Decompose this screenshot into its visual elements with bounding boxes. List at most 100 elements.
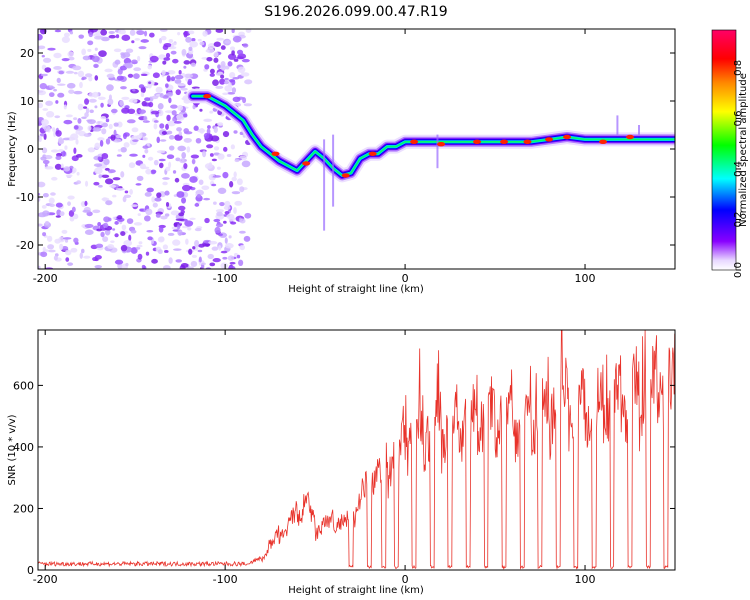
colorbar-tick-label: 0.0 (733, 262, 744, 278)
noise-speck (65, 174, 73, 178)
spectral-peak (271, 151, 280, 156)
noise-speck (199, 108, 203, 112)
noise-speck (97, 222, 102, 227)
noise-speck (241, 58, 250, 63)
spectrogram-x-label: Height of straight line (km) (288, 284, 424, 295)
noise-speck (178, 131, 182, 137)
noise-speck (207, 253, 214, 260)
noise-speck (162, 244, 169, 250)
noise-speck (230, 221, 237, 225)
noise-speck (68, 89, 75, 94)
noise-speck (108, 34, 116, 39)
noise-speck (207, 43, 216, 49)
noise-speck (189, 217, 196, 221)
noise-speck (135, 246, 141, 250)
noise-speck (170, 210, 180, 216)
noise-speck (193, 125, 199, 131)
noise-speck (112, 177, 121, 181)
noise-speck (204, 217, 210, 224)
noise-speck (230, 144, 235, 150)
noise-speck (127, 73, 134, 78)
noise-speck (220, 45, 226, 50)
spectral-peak (626, 134, 635, 140)
noise-speck (233, 58, 239, 62)
noise-speck (98, 174, 103, 179)
noise-speck (143, 115, 148, 122)
noise-speck (84, 112, 89, 118)
noise-speck (179, 158, 187, 164)
y-tick-label: -20 (16, 239, 34, 252)
noise-speck (181, 184, 191, 192)
noise-speck (220, 250, 228, 254)
noise-speck (44, 67, 52, 73)
noise-speck (71, 206, 76, 213)
noise-speck (178, 205, 186, 211)
noise-speck (53, 255, 58, 261)
noise-speck (149, 32, 155, 38)
noise-speck (170, 104, 178, 109)
spectral-peak (545, 137, 554, 142)
y-tick-label: 0 (27, 564, 34, 577)
noise-speck (181, 152, 187, 159)
noise-speck (220, 64, 226, 71)
noise-speck (168, 97, 172, 104)
noise-speck (38, 33, 43, 41)
noise-speck (40, 73, 48, 77)
noise-speck (139, 208, 144, 212)
noise-speck (164, 250, 169, 253)
noise-speck (137, 55, 141, 62)
colorbar-tick-label: 0.8 (733, 60, 744, 76)
noise-speck (165, 202, 170, 207)
noise-speck (40, 251, 48, 258)
noise-speck (158, 158, 166, 162)
noise-speck (136, 30, 145, 36)
noise-speck (116, 75, 124, 81)
noise-speck (224, 243, 234, 249)
noise-speck (190, 62, 196, 67)
noise-speck (72, 65, 82, 71)
noise-speck (223, 220, 227, 224)
noise-speck (220, 74, 225, 79)
noise-speck (57, 83, 66, 86)
noise-speck (57, 92, 65, 98)
noise-speck (181, 197, 187, 204)
noise-speck (84, 98, 90, 105)
noise-speck (142, 145, 149, 149)
noise-speck (85, 73, 93, 78)
noise-speck (48, 249, 56, 253)
noise-speck (217, 64, 221, 70)
noise-speck (38, 90, 47, 96)
noise-speck (45, 100, 53, 106)
noise-speck (188, 30, 195, 35)
noise-speck (157, 236, 165, 243)
noise-speck (120, 171, 125, 178)
noise-speck (222, 92, 229, 96)
noise-speck (81, 48, 87, 56)
noise-speck (113, 129, 117, 136)
noise-speck (184, 220, 194, 227)
noise-speck (123, 142, 130, 148)
noise-speck (87, 40, 94, 46)
noise-speck (98, 50, 107, 57)
noise-speck (233, 130, 238, 134)
spectral-peak (473, 139, 482, 144)
noise-speck (62, 237, 72, 240)
noise-speck (173, 121, 182, 124)
noise-speck (81, 77, 85, 81)
noise-speck (140, 73, 148, 77)
noise-speck (41, 147, 48, 154)
noise-speck (227, 61, 233, 67)
noise-speck (189, 176, 198, 183)
noise-speck (84, 200, 88, 207)
colorbar-tick-label: 0.6 (733, 110, 744, 126)
noise-speck (106, 84, 114, 91)
noise-speck (136, 175, 144, 181)
noise-speck (222, 256, 228, 260)
noise-speck (133, 73, 140, 79)
noise-speck (61, 36, 70, 44)
noise-speck (119, 65, 128, 71)
noise-speck (131, 61, 138, 65)
noise-speck (160, 215, 168, 220)
noise-speck (158, 37, 163, 44)
